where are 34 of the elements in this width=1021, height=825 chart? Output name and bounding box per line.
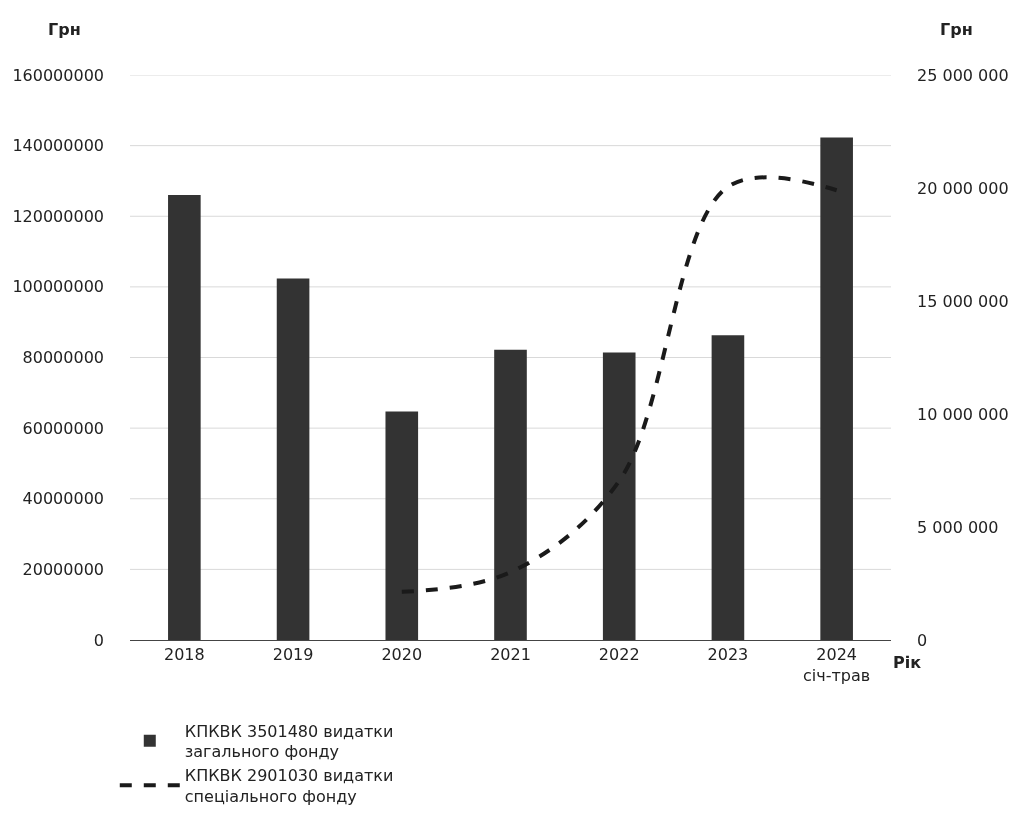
x-tick-label: 2018	[164, 645, 205, 665]
y2-tick-label: 0	[917, 630, 928, 650]
legend-label: КПКВК 2901030 видатки спеціального фонду	[184, 766, 394, 806]
y-tick-label: 100000000	[12, 277, 104, 297]
bar	[494, 349, 527, 640]
y-tick-label: 120000000	[12, 206, 104, 226]
x-tick-label: 2022	[598, 645, 640, 665]
bar	[711, 335, 745, 640]
y-tick-label: 20000000	[22, 559, 104, 579]
y2-tick-label: 15 000 000	[917, 291, 1009, 311]
x-tick-label: 2020	[381, 645, 423, 665]
y-tick-label: 140000000	[12, 136, 104, 156]
legend-label: КПКВК 3501480 видатки загального фонду	[184, 721, 394, 762]
y-tick-label: 0	[93, 630, 104, 650]
x-tick-label: 2021	[490, 645, 531, 665]
x-tick-label: 2024 січ-трав	[803, 645, 871, 685]
bar	[168, 195, 201, 640]
y-tick-label: 80000000	[22, 348, 104, 368]
y-tick-label: 160000000	[12, 65, 104, 85]
y-tick-label: 60000000	[22, 418, 104, 438]
x-tick-label: 2019	[272, 645, 314, 665]
y2-tick-label: 25 000 000	[917, 65, 1009, 85]
y-tick-label: 40000000	[22, 489, 104, 509]
y2-axis-title: Грн	[940, 20, 973, 39]
y2-tick-label: 10 000 000	[917, 404, 1009, 424]
bar	[820, 137, 853, 640]
y2-tick-label: 5 000 000	[917, 517, 999, 537]
bar	[385, 411, 419, 640]
x-tick-label: 2023	[707, 645, 749, 665]
x-axis-title: Рік	[893, 653, 922, 672]
y-axis-title: Грн	[48, 20, 81, 39]
bar	[276, 278, 310, 640]
y2-tick-label: 20 000 000	[917, 178, 1009, 198]
bar	[602, 352, 636, 640]
